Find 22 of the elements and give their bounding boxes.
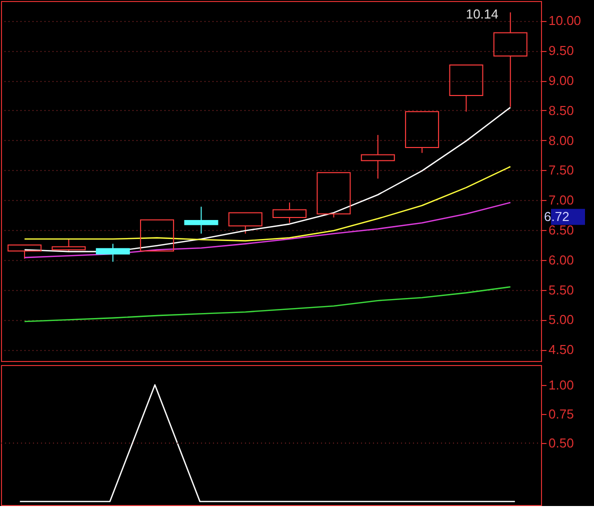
candlestick xyxy=(184,206,218,234)
y-tick-label: 10.00 xyxy=(548,13,582,28)
y-tick-label: 7.00 xyxy=(548,192,574,208)
y-tick-label: 8.00 xyxy=(548,132,574,148)
y-tick-label: 1.00 xyxy=(548,377,574,392)
candlestick xyxy=(360,134,395,180)
y-tick-label: 9.00 xyxy=(548,73,574,88)
y-tick-label: 0.75 xyxy=(548,406,574,422)
annotation: 10.14 xyxy=(466,6,498,22)
y-tick-label: 0.50 xyxy=(548,436,574,451)
candlestick xyxy=(272,202,307,224)
y-tick-label: 7.50 xyxy=(548,162,574,178)
y-tick-label: 5.50 xyxy=(548,282,574,298)
line-series xyxy=(24,166,512,242)
y-tick-label: 6.00 xyxy=(548,252,574,268)
y-tick-label: 4.50 xyxy=(548,342,574,358)
line-series xyxy=(24,202,512,258)
y-tick-label: 6.50 xyxy=(548,222,574,238)
line-series xyxy=(24,286,512,322)
y-tick-label: 8.50 xyxy=(548,102,574,118)
y-tick-label: 5.00 xyxy=(548,312,574,328)
y-tick-label: 9.50 xyxy=(548,43,574,58)
